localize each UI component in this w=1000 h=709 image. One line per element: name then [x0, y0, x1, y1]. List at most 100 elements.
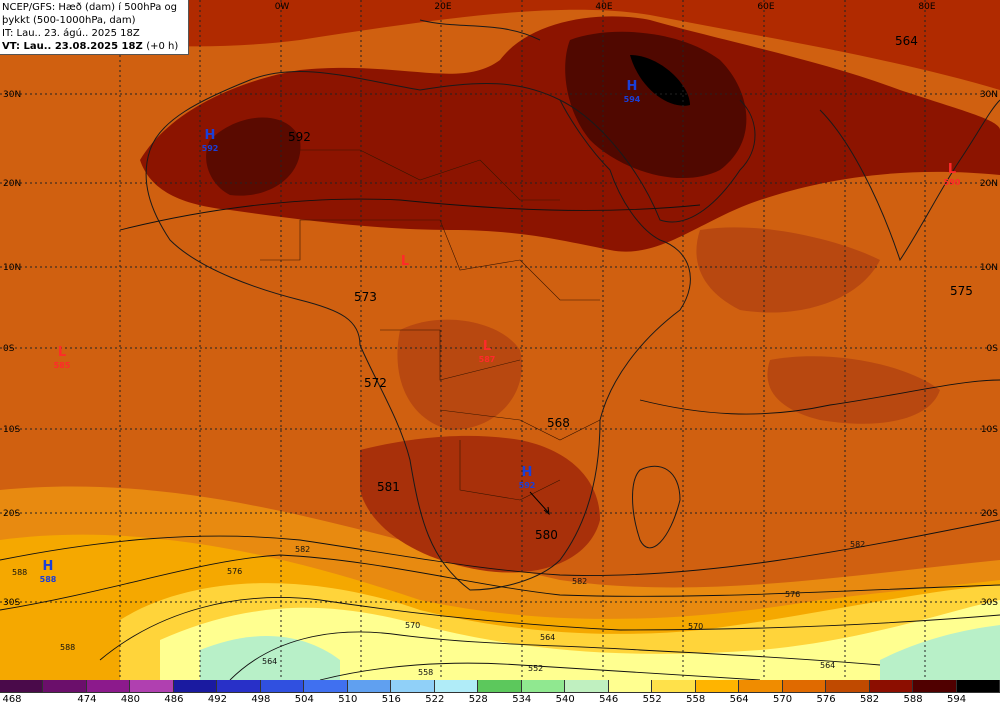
high-pressure-marker: H 592 — [202, 128, 219, 153]
contour-label: 552 — [528, 664, 543, 673]
contour-label: 564 — [820, 661, 835, 670]
legend-label: 582 — [860, 694, 880, 705]
high-pressure-marker: H 588 — [40, 559, 57, 584]
forecast-hour: (+0 h) — [146, 41, 179, 52]
legend-label: 546 — [599, 694, 619, 705]
legend-swatch — [391, 680, 435, 693]
lat-label: 0S — [987, 344, 999, 354]
pressure-systems: H 592 H 594 L 590 L L 585 L 587 H 592 H — [40, 79, 961, 584]
color-legend: 468 474 480 486 492 498 504 510 516 522 528 534 540 5… — [0, 680, 1000, 709]
low-pressure-marker: L 587 — [479, 339, 496, 364]
thickness-core-max — [630, 55, 690, 106]
legend-swatch — [739, 680, 783, 693]
lat-label: 20S — [3, 509, 20, 519]
valid-time: VT: Lau.. 23.08.2025 18Z (+0 h) — [2, 40, 186, 53]
country-borders — [260, 149, 601, 501]
legend-swatch — [478, 680, 522, 693]
lat-label: 10S — [3, 425, 20, 435]
height-contours — [0, 198, 1000, 680]
legend-swatches — [0, 680, 1000, 693]
legend-swatch — [217, 680, 261, 693]
lat-label: 30N — [3, 90, 21, 100]
thickness-label: 568 — [547, 416, 570, 430]
thickness-band-552 — [160, 600, 1000, 680]
lat-label: 20N — [980, 179, 998, 189]
legend-swatch — [608, 680, 653, 693]
contour-label: 576 — [227, 567, 242, 576]
legend-label: 540 — [555, 694, 575, 705]
contour-label: 564 — [540, 633, 555, 642]
pressure-type: L — [948, 162, 956, 177]
lat-label: 0S — [3, 344, 15, 354]
legend-label: 552 — [642, 694, 662, 705]
legend-label: 468 — [2, 694, 22, 705]
title-line: NCEP/GFS: Hæð (dam) í 500hPa og — [2, 2, 177, 13]
legend-label: 588 — [903, 694, 923, 705]
legend-label: 492 — [207, 694, 227, 705]
legend-label: 474 — [77, 694, 97, 705]
legend-swatch — [43, 680, 87, 693]
latitude-labels-left: 30N 20N 10N 0S 10S 20S 30S — [3, 90, 21, 608]
title-line: þykkt (500-1000hPa, dam) — [2, 15, 136, 26]
legend-swatch — [304, 680, 348, 693]
legend-swatch — [869, 680, 914, 693]
thickness-band-546-east — [880, 625, 1000, 680]
lon-label: 40E — [595, 2, 612, 12]
thickness-band-546-west — [200, 636, 340, 680]
legend-swatch — [826, 680, 870, 693]
legend-swatch — [956, 680, 1000, 693]
pressure-type: H — [627, 79, 638, 94]
legend-label: 522 — [425, 694, 445, 705]
legend-label: 558 — [686, 694, 706, 705]
legend-swatch — [434, 680, 479, 693]
legend-swatch — [86, 680, 131, 693]
graticule — [0, 0, 1000, 680]
lat-label: 10S — [981, 425, 998, 435]
low-pressure-marker: L 590 — [944, 162, 961, 187]
pressure-value: 592 — [519, 481, 536, 490]
legend-swatch — [782, 680, 827, 693]
contour-label: 576 — [785, 590, 800, 599]
legend-swatch — [260, 680, 305, 693]
lon-label: 60E — [757, 2, 774, 12]
low-pressure-marker: L — [401, 254, 409, 269]
contour-label: 582 — [295, 545, 310, 554]
lon-label: 20E — [434, 2, 451, 12]
latitude-labels-right: 30N 20N 10N 0S 10S 20S 30S — [980, 90, 998, 608]
legend-swatch — [652, 680, 696, 693]
thickness-band-588-north — [140, 16, 1000, 252]
lat-label: 10N — [980, 263, 998, 273]
lat-label: 30N — [980, 90, 998, 100]
issue-time: IT: Lau.. 23. ágú.. 2025 18Z — [2, 28, 140, 39]
thickness-patch-indian — [696, 227, 880, 313]
pressure-type: H — [522, 465, 533, 480]
pressure-type: H — [205, 128, 216, 143]
legend-label: 486 — [164, 694, 184, 705]
lat-label: 30S — [3, 598, 20, 608]
thickness-label: 572 — [364, 376, 387, 390]
legend-label: 528 — [468, 694, 488, 705]
legend-swatch — [565, 680, 609, 693]
pressure-value: 590 — [944, 178, 961, 187]
thickness-label: 573 — [354, 290, 377, 304]
legend-label: 480 — [120, 694, 140, 705]
arrow-head — [543, 506, 550, 516]
legend-swatch — [695, 680, 740, 693]
pressure-value: 592 — [202, 144, 219, 153]
lon-label: 80E — [918, 2, 935, 12]
high-pressure-marker: H 594 — [624, 79, 641, 104]
contour-labels: 588 582 582 582 576 576 570 570 564 564 … — [12, 540, 865, 677]
contour-label: 588 — [12, 568, 27, 577]
legend-swatch — [913, 680, 957, 693]
contour-label: 558 — [418, 668, 433, 677]
contour-label: 588 — [60, 643, 75, 652]
legend-label: 534 — [512, 694, 532, 705]
pressure-type: L — [483, 339, 491, 354]
contour-label: 570 — [405, 621, 420, 630]
legend-label: 570 — [773, 694, 793, 705]
legend-label: 594 — [946, 694, 967, 705]
legend-label: 510 — [338, 694, 358, 705]
contour-label: 582 — [850, 540, 865, 549]
pressure-type: H — [43, 559, 54, 574]
high-pressure-marker: H 592 — [519, 465, 536, 490]
